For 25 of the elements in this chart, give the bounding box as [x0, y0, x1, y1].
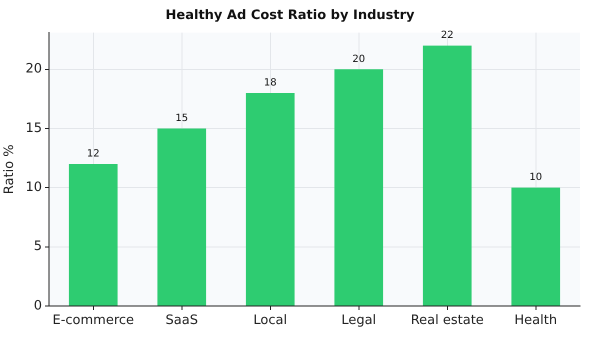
- bar: [511, 188, 560, 306]
- bar: [68, 164, 118, 306]
- x-tick-label: Real estate: [410, 313, 484, 328]
- bar: [157, 128, 206, 306]
- data-label: 22: [440, 30, 454, 42]
- x-tick-label: Legal: [341, 313, 376, 328]
- x-tick-label: SaaS: [166, 313, 198, 328]
- data-label: 20: [352, 54, 366, 65]
- x-tick-label: Health: [514, 313, 558, 328]
- data-label: 12: [86, 148, 100, 160]
- chart-title: Healthy Ad Cost Ratio by Industry: [166, 8, 415, 24]
- bar: [246, 92, 295, 306]
- x-tick-label: E-commerce: [52, 313, 134, 328]
- y-axis-title: Ratio %: [2, 144, 18, 194]
- y-tick-label: 0: [34, 298, 42, 314]
- x-tick-label: Local: [253, 313, 288, 328]
- bar: [422, 46, 472, 306]
- y-tick-label: 15: [25, 120, 42, 136]
- data-label: 18: [264, 78, 277, 89]
- y-tick-label: 5: [34, 239, 42, 254]
- y-tick-label: 20: [25, 62, 42, 77]
- data-label: 10: [529, 172, 542, 184]
- y-tick-label: 10: [25, 180, 42, 196]
- bar: [334, 69, 384, 306]
- data-label: 15: [175, 113, 188, 124]
